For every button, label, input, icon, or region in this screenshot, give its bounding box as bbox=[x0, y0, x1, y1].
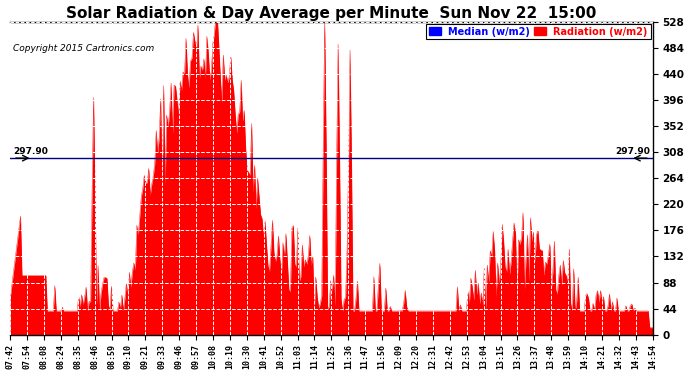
Text: 297.90: 297.90 bbox=[615, 147, 650, 156]
Text: Copyright 2015 Cartronics.com: Copyright 2015 Cartronics.com bbox=[13, 44, 155, 52]
Text: 297.90: 297.90 bbox=[13, 147, 48, 156]
Legend: Median (w/m2), Radiation (w/m2): Median (w/m2), Radiation (w/m2) bbox=[426, 24, 651, 39]
Title: Solar Radiation & Day Average per Minute  Sun Nov 22  15:00: Solar Radiation & Day Average per Minute… bbox=[66, 6, 597, 21]
